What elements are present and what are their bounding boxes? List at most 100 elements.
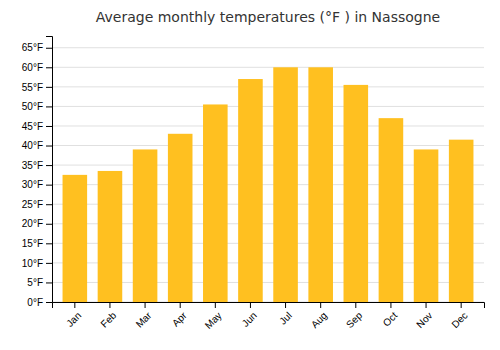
x-tick: Jul [277,302,294,327]
grid [52,48,484,302]
title: Average monthly temperatures (°F ) in Na… [96,9,440,25]
y-tick: 60°F [22,62,52,73]
y-axis: 0°F 5°F 10°F 15°F 20°F 25°F 30°F 35°F 40°F 45°F 50… [22,37,53,308]
x-tick-label: Dec [449,310,469,330]
bar [203,104,228,302]
y-tick: 50°F [22,101,52,112]
bar [379,118,404,302]
y-tick-label: 60°F [22,62,43,73]
x-tick: Nov [414,302,434,330]
x-tick-label: Jan [64,310,83,329]
x-tick: May [203,302,224,331]
y-tick-label: 45°F [22,121,43,132]
y-tick-label: 15°F [22,238,43,249]
x-tick-mark [355,302,356,308]
x-tick-mark [426,302,427,308]
x-tick-mark [74,302,75,308]
y-tick: 45°F [22,121,52,132]
y-tick-mark [46,126,52,127]
x-tick-label: Jul [277,310,294,327]
x-tick-mark [109,302,110,308]
y-tick-mark [46,87,52,88]
y-tick: 15°F [22,238,52,249]
x-tick: Jan [64,302,83,329]
y-tick-label: 55°F [22,82,43,93]
y-tick-label: 65°F [22,42,43,53]
bar [238,79,263,302]
y-tick-label: 25°F [22,199,43,210]
x-tick-mark [180,302,181,308]
bar [414,149,439,302]
x-tick: Mar [134,302,154,330]
bar [98,171,123,302]
y-tick: 55°F [22,82,52,93]
y-tick: 30°F [22,179,52,190]
y-tick-mark [46,146,52,147]
grid-line [52,67,484,68]
x-tick-label: Sep [344,309,365,330]
x-tick: Dec [449,302,469,330]
x-tick-label: Jun [240,310,259,329]
x-tick-label: Mar [134,309,154,329]
y-tick-mark [46,106,52,107]
x-tick-label: Nov [414,310,434,330]
x-tick-mark [145,302,146,308]
bar [449,140,474,302]
x-tick-mark [250,302,251,308]
grid-line [52,106,484,107]
x-tick-label: Feb [98,309,118,329]
y-tick-label: 35°F [22,160,43,171]
y-tick-mark [46,204,52,205]
bar [344,85,369,302]
y-tick-mark [46,224,52,225]
y-tick-label: 20°F [22,218,43,229]
y-tick: 40°F [22,140,52,151]
y-tick: 10°F [22,258,52,269]
bars [63,67,474,302]
grid-line [52,86,484,87]
x-tick-label: May [203,310,224,331]
x-tick: Apr [170,302,189,329]
x-tick: Oct [381,302,400,329]
x-tick-mark [390,302,391,308]
y-tick-mark [46,48,52,49]
y-tick: 65°F [22,42,52,53]
y-tick: 20°F [22,218,52,229]
y-tick-label: 0°F [27,297,43,308]
x-axis-line [53,303,485,309]
bar [133,149,158,302]
x-tick: Feb [98,302,118,330]
x-tick-mark [461,302,462,308]
y-axis-line [46,37,53,303]
y-tick: 0°F [27,297,52,308]
y-tick: 35°F [22,160,52,171]
y-tick-label: 5°F [27,277,43,288]
x-tick-mark [285,302,286,308]
grid-line [52,47,484,48]
y-tick-label: 50°F [22,101,43,112]
x-axis: Jan Feb Mar Apr May Jun Jul Aug Sep Oct Nov Dec [53,302,485,331]
x-tick-label: Oct [381,310,400,329]
bar [63,175,88,302]
y-tick-mark [46,67,52,68]
x-tick: Sep [344,302,365,330]
y-tick-mark [46,165,52,166]
y-tick: 5°F [27,277,52,288]
grid-line [52,125,484,126]
chart: 0°F 5°F 10°F 15°F 20°F 25°F 30°F 35°F 40°F 45°F 50… [0,0,500,350]
y-tick-mark [46,282,52,283]
x-tick: Aug [309,302,329,330]
y-tick: 25°F [22,199,52,210]
bar [168,134,193,302]
y-tick-mark [46,185,52,186]
y-tick-mark [46,302,52,303]
y-tick-mark [46,263,52,264]
grid-line [52,145,484,146]
x-tick-mark [320,302,321,308]
x-tick-label: Aug [309,310,329,330]
bar [308,67,333,302]
y-tick-label: 30°F [22,179,43,190]
x-tick: Jun [240,302,259,329]
y-tick-label: 10°F [22,258,43,269]
y-tick-label: 40°F [22,140,43,151]
